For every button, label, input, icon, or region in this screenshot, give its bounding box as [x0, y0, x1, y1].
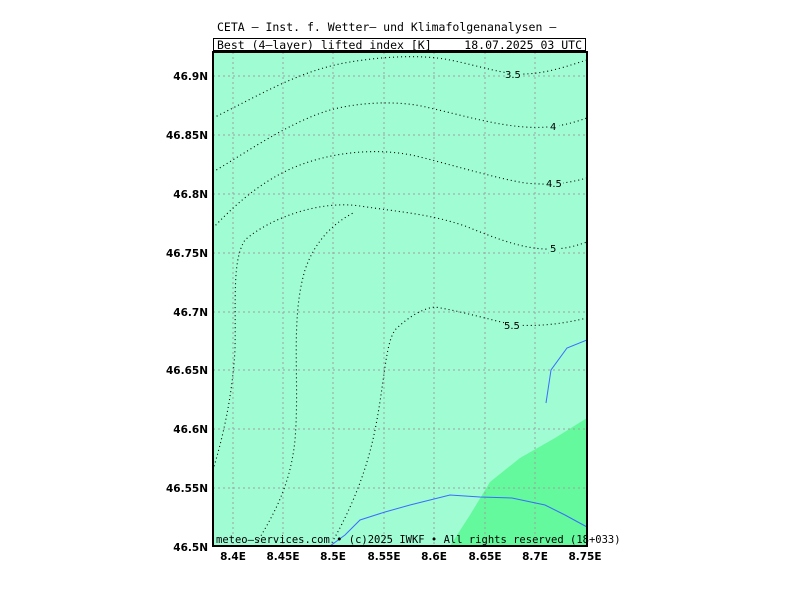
y-axis: 46.9N 46.85N 46.8N 46.75N 46.7N 46.65N 4… — [166, 71, 208, 554]
field-name: Best_(4—layer)_lifted_index_[K] — [217, 38, 432, 52]
y-tick-label: 46.9N — [173, 71, 208, 83]
x-tick-label: 8.5E — [320, 551, 346, 563]
x-tick-label: 8.75E — [568, 551, 601, 563]
valid-time: 18.07.2025 03 UTC — [464, 38, 582, 52]
contour-line-4 — [213, 102, 587, 173]
contour-label-4-5: 4.5 — [546, 179, 562, 190]
y-tick-label: 46.75N — [166, 248, 208, 260]
y-tick-label: 46.8N — [173, 189, 208, 201]
chart-title: CETA — Inst. f. Wetter— und Klimafolgena… — [217, 20, 557, 34]
boundary-line-east — [545, 339, 587, 404]
plot-frame — [212, 51, 588, 547]
x-tick-label: 8.4E — [220, 551, 246, 563]
y-tick-label: 46.5N — [173, 542, 208, 554]
contour-label-5: 5 — [550, 244, 556, 255]
subtitle-box: Best_(4—layer)_lifted_index_[K] 18.07.20… — [213, 38, 586, 52]
x-tick-label: 8.7E — [522, 551, 548, 563]
y-tick-label: 46.6N — [173, 424, 208, 436]
x-tick-label: 8.45E — [266, 551, 299, 563]
y-tick-label: 46.65N — [166, 365, 208, 377]
y-tick-label: 46.85N — [166, 130, 208, 142]
x-tick-label: 8.65E — [468, 551, 501, 563]
contour-label-5-5: 5.5 — [504, 321, 520, 332]
x-tick-label: 8.55E — [367, 551, 400, 563]
contour-line-3-5 — [213, 56, 587, 119]
contour-line-5 — [213, 204, 587, 471]
lifted-index-fill-mid — [450, 418, 587, 546]
contour-label-3-5: 3.5 — [505, 70, 521, 81]
grid-lines — [213, 52, 587, 546]
y-tick-label: 46.55N — [166, 483, 208, 495]
contour-label-4: 4 — [550, 122, 556, 133]
x-tick-label: 8.6E — [421, 551, 447, 563]
contour-labels: 3.5 4 4.5 5 5.5 — [504, 69, 563, 332]
y-tick-label: 46.7N — [173, 307, 208, 319]
boundary-line-south — [329, 494, 587, 546]
x-axis: 8.4E 8.45E 8.5E 8.55E 8.6E 8.65E 8.7E 8.… — [220, 551, 601, 563]
copyright-footer: meteo—services.com • (c)2025 IWKF • All … — [216, 534, 621, 546]
